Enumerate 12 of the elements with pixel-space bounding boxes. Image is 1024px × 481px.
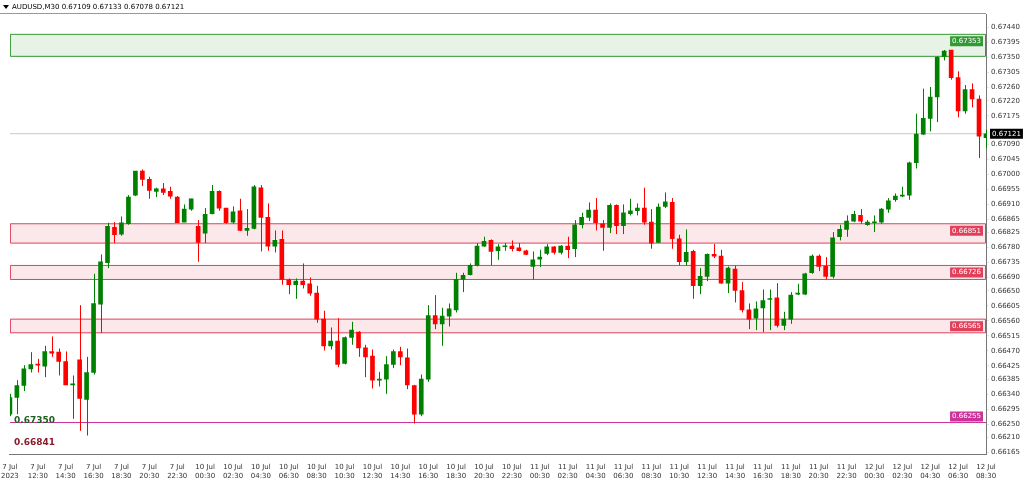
candlestick bbox=[153, 187, 159, 198]
annotation: 0.66841 bbox=[14, 436, 55, 447]
candlestick bbox=[160, 182, 166, 196]
candlestick bbox=[628, 198, 633, 216]
candlestick bbox=[600, 219, 605, 252]
candlestick bbox=[530, 250, 536, 280]
candlestick bbox=[544, 243, 550, 256]
candlestick bbox=[551, 245, 557, 255]
candlestick bbox=[983, 129, 987, 149]
candlestick bbox=[662, 191, 668, 209]
candlestick bbox=[872, 214, 877, 233]
annotation: 0.67350 bbox=[14, 414, 55, 425]
